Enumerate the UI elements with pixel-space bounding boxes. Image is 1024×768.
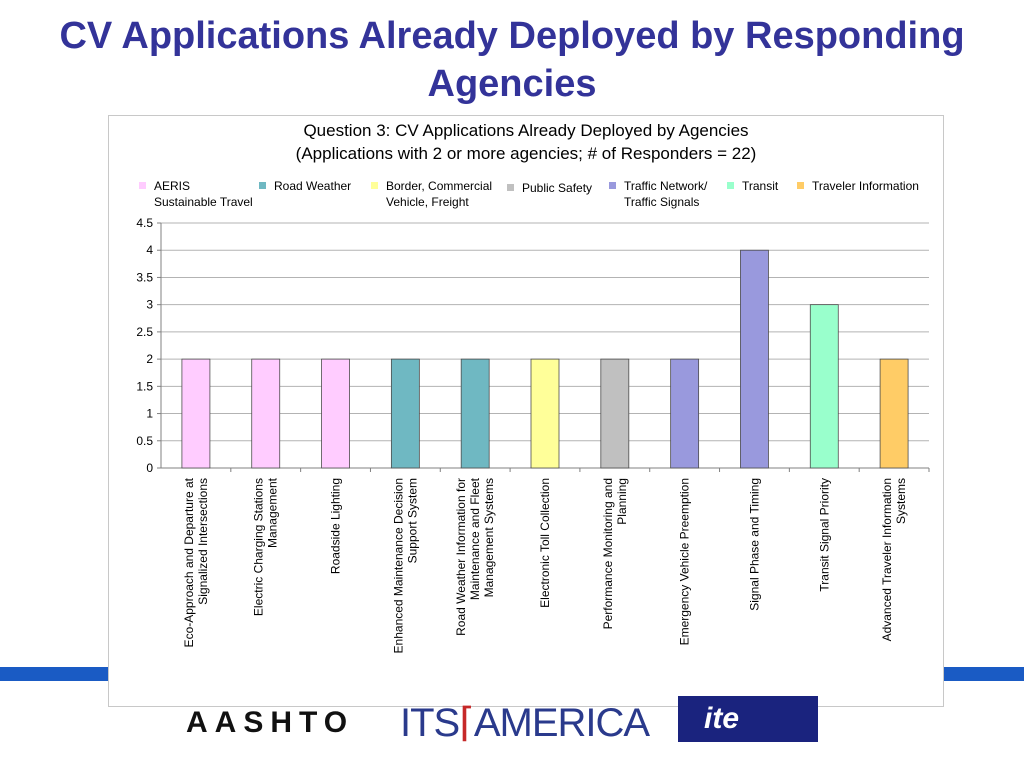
- y-tick-label: 2.5: [136, 325, 153, 339]
- legend-label: Border, Commercial Vehicle, Freight: [386, 179, 493, 209]
- bar: [809, 304, 839, 469]
- x-tick-label: Advanced Traveler InformationSystems: [880, 478, 908, 641]
- its-america-logo: ITS⌈AMERICA: [400, 700, 650, 746]
- legend-label: Public Safety: [522, 181, 593, 195]
- y-tick-label: 4.5: [136, 216, 153, 230]
- x-tick-label: Eco-Approach and Departure atSignalized …: [182, 477, 210, 647]
- y-tick-label: 1: [146, 407, 153, 421]
- legend-swatch: [259, 182, 266, 189]
- x-tick-label: Electric Charging StationsManagement: [252, 477, 280, 616]
- bar-chart-plot: 4.5 4 3.5 3 2.5 2 1.5 1 0.5 0 Eco-Approach and Dep…: [136, 216, 930, 653]
- bar: [879, 358, 909, 469]
- x-tick-label: Roadside Lighting: [329, 478, 343, 574]
- y-tick-label: 0.5: [136, 434, 153, 448]
- y-tick-label: 4: [146, 243, 153, 257]
- y-tick-label: 0: [146, 461, 153, 475]
- bar: [321, 358, 350, 469]
- its-logo-mark: ⌈: [459, 701, 475, 745]
- x-tick-label: Signal Phase and Timing: [747, 478, 761, 611]
- legend-swatch: [609, 182, 616, 189]
- legend-label: Traveler Information: [812, 179, 919, 193]
- chart-container: Question 3: CV Applications Already Depl…: [108, 115, 944, 707]
- ite-logo: ite: [678, 696, 818, 742]
- its-logo-right: AMERICA: [473, 701, 650, 745]
- chart-title: Question 3: CV Applications Already Depl…: [303, 121, 749, 140]
- chart-subtitle: (Applications with 2 or more agencies; #…: [295, 144, 757, 163]
- bar: [600, 358, 630, 469]
- bar: [181, 358, 211, 469]
- x-tick-label: Performance Monitoring andPlanning: [601, 478, 629, 629]
- y-tick-label: 2: [146, 352, 153, 366]
- legend-label: Transit: [742, 179, 779, 193]
- legend-swatch: [371, 182, 378, 189]
- aashto-logo: AASHTO: [186, 706, 355, 739]
- legend-label: Traffic Network/Traffic Signals: [624, 179, 708, 209]
- x-tick-label: Transit Signal Priority: [817, 478, 831, 592]
- legend-label: Road Weather: [274, 179, 352, 193]
- bar: [390, 358, 420, 469]
- legend-swatch: [507, 184, 514, 191]
- its-logo-left: ITS: [400, 701, 460, 745]
- legend-swatch: [797, 182, 804, 189]
- y-tick-label: 1.5: [136, 379, 153, 393]
- x-tick-label: Electronic Toll Collection: [538, 478, 552, 608]
- bar: [670, 358, 700, 469]
- slide-title: CV Applications Already Deployed by Resp…: [59, 15, 965, 105]
- legend-swatch: [727, 182, 734, 189]
- sponsor-logos: AASHTO ITS⌈AMERICA ite: [0, 696, 1024, 768]
- y-tick-label: 3.5: [136, 270, 153, 284]
- legend-swatch: [139, 182, 146, 189]
- bar: [740, 249, 769, 469]
- x-tick-label: Emergency Vehicle Preemption: [678, 478, 692, 645]
- y-tick-label: 3: [146, 298, 153, 312]
- bar: [460, 358, 490, 469]
- x-tick-label: Enhanced Maintenance DecisionSupport Sys…: [391, 478, 419, 653]
- bar: [530, 358, 560, 469]
- legend-label: AERIS Sustainable Travel: [154, 179, 253, 209]
- bar: [251, 358, 281, 469]
- x-tick-label: Road Weather Information forMaintenance …: [454, 477, 496, 636]
